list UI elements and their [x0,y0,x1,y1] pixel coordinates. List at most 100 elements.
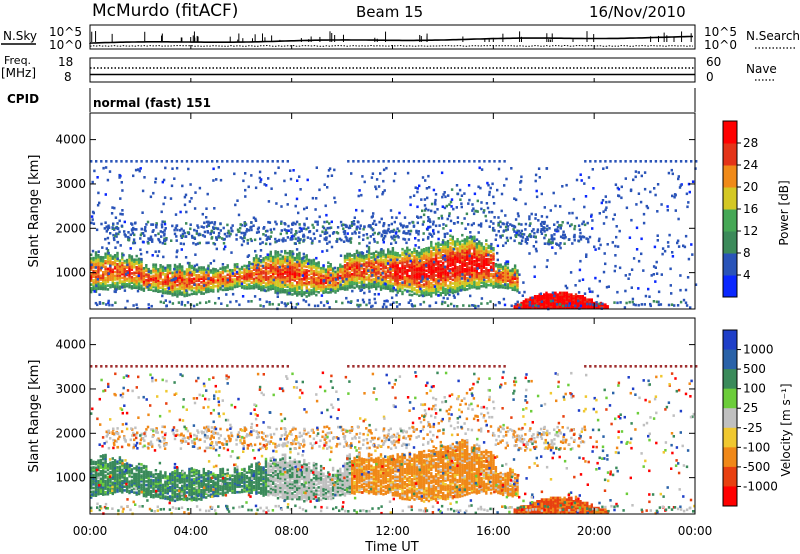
power-cell [359,224,362,227]
power-cell [446,273,450,276]
power-cell [372,283,375,287]
power-cell [418,270,421,273]
power-cell [449,268,452,271]
power-cell [250,228,253,232]
power-cell [371,222,375,225]
power-cell [156,254,159,258]
power-cell [454,257,457,260]
power-cell [372,274,375,277]
power-cell [367,248,371,251]
power-cell [566,221,569,225]
power-cell [425,291,428,295]
power-cell [401,264,404,268]
power-cell [534,247,538,251]
power-cell [425,252,428,256]
power-cell [185,268,189,271]
power-cell [547,296,550,300]
power-cell [449,264,452,267]
power-cell [583,292,587,295]
power-cell [279,285,282,288]
power-cell [389,261,392,265]
power-cell [401,281,404,284]
power-cell [264,234,267,237]
power-cell [216,271,220,274]
power-cell [268,221,272,224]
power-cell [216,289,220,293]
power-cell [537,219,540,222]
power-cell [292,221,295,225]
power-cell [391,269,395,272]
power-cell [532,235,535,238]
power-cell [157,238,161,242]
power-cell [367,281,371,285]
power-cell [367,285,371,288]
power-cell [556,225,560,229]
power-cell [329,268,332,272]
power-cell [415,264,419,268]
power-cell [355,249,359,253]
power-cell [243,270,246,273]
power-cell [293,271,296,275]
power-cell [427,263,431,267]
power-cell [133,286,136,289]
power-cell [330,174,334,177]
power-cell [327,285,330,289]
power-cell [475,277,478,281]
power-cell [331,232,335,235]
power-cell [456,256,459,260]
power-cell [100,266,103,270]
power-cell [319,285,323,289]
power-cell [322,279,325,283]
power-cell [113,281,117,285]
power-cell [408,232,412,236]
power-cell [122,253,125,257]
power-cell [303,278,306,281]
power-cell [482,275,486,279]
power-cell [409,299,412,302]
power-cell [375,261,378,265]
power-cell [106,267,110,271]
power-cell [358,272,361,275]
power-cell [261,241,264,244]
power-cell [353,260,356,263]
power-cell [193,268,196,271]
power-cell [169,279,172,282]
power-cell [302,252,305,256]
power-cell [573,224,577,228]
power-cell [140,284,143,288]
power-cell [427,276,431,280]
power-cell [430,259,433,263]
power-cell [615,225,618,228]
power-cell [181,291,184,294]
power-cell [395,216,398,219]
power-cell [275,222,278,226]
power-cell [162,202,165,206]
power-cell [422,238,425,241]
power-cell [106,249,110,252]
power-cell [244,172,247,175]
power-cell [116,264,119,268]
power-cell [307,258,311,262]
power-cell [466,245,469,248]
power-cell [317,278,320,281]
power-cell [197,290,201,294]
power-cell [533,265,536,269]
power-cell [461,267,464,271]
power-cell [139,233,143,237]
power-cell [509,275,512,278]
power-cell [305,257,308,261]
power-cell [264,258,268,261]
power-cell [260,283,263,286]
power-cell [108,170,112,173]
power-cell [339,269,342,272]
power-cell [468,254,471,258]
power-cell [342,280,345,283]
power-cell [451,252,454,255]
power-cell [121,284,124,287]
power-cell [238,282,241,286]
power-cell [458,259,462,262]
power-cell [351,280,354,283]
power-cell [288,268,292,272]
power-cell [451,271,454,274]
power-cell [130,264,134,268]
